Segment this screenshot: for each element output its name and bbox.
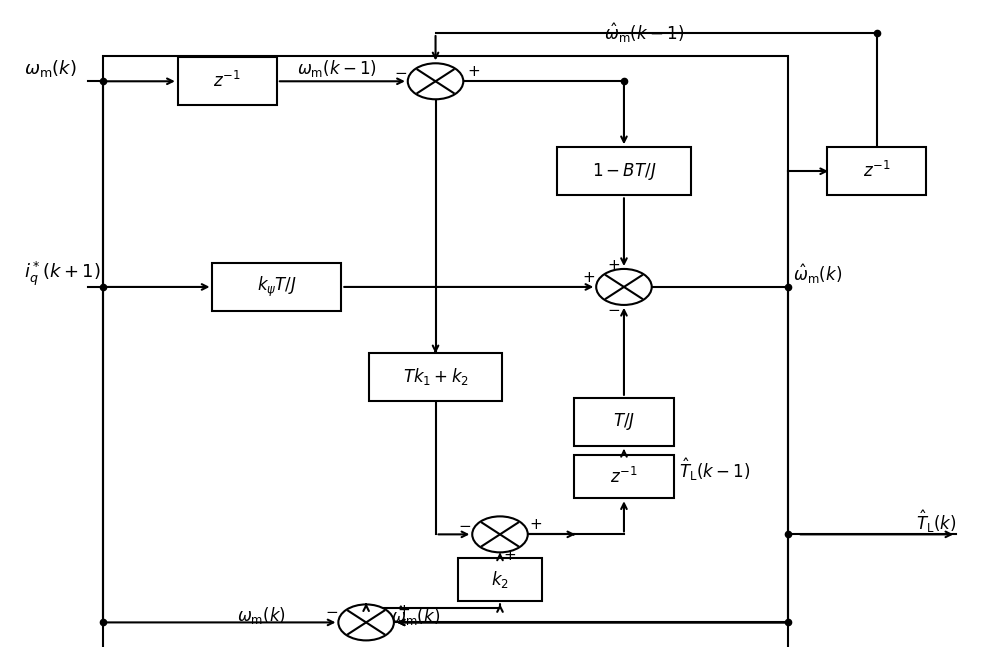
Circle shape [408,63,463,100]
Circle shape [596,269,652,305]
Circle shape [472,516,528,552]
Bar [458,557,542,602]
Bar [557,147,691,195]
Text: $-$: $-$ [325,603,338,618]
Text: $k_2$: $k_2$ [491,569,509,590]
Circle shape [338,604,394,641]
Text: $\hat{\omega}_{\mathrm{m}}(k-1)$: $\hat{\omega}_{\mathrm{m}}(k-1)$ [604,21,684,45]
Text: $+$: $+$ [467,64,480,79]
Bar [178,57,277,105]
Text: $+$: $+$ [582,270,595,284]
Text: $+$: $+$ [529,518,542,533]
Text: $-$: $-$ [394,64,407,79]
Text: $T/J$: $T/J$ [613,411,635,432]
Text: $+$: $+$ [503,548,516,563]
Text: $Tk_1+k_2$: $Tk_1+k_2$ [403,367,469,387]
Bar [369,353,502,401]
Text: $-$: $-$ [607,301,621,316]
Text: $z^{-1}$: $z^{-1}$ [213,71,241,91]
Text: $\hat{T}_{\mathrm{L}}(k-1)$: $\hat{T}_{\mathrm{L}}(k-1)$ [679,457,750,484]
Bar [574,398,674,446]
Text: $\hat{T}_{\mathrm{L}}(k)$: $\hat{T}_{\mathrm{L}}(k)$ [916,508,957,535]
Bar [827,147,926,195]
Bar [103,55,788,651]
Text: $\omega_{\mathrm{m}}(k)$: $\omega_{\mathrm{m}}(k)$ [237,605,286,626]
Bar [574,454,674,499]
Text: $1-BT/J$: $1-BT/J$ [592,161,656,182]
Text: $-$: $-$ [458,518,471,533]
Text: $\omega_{\mathrm{m}}(k-1)$: $\omega_{\mathrm{m}}(k-1)$ [297,58,377,79]
Text: $+$: $+$ [397,603,410,618]
Text: $\hat{\omega}_{\mathrm{m}}(k)$: $\hat{\omega}_{\mathrm{m}}(k)$ [391,604,440,628]
Text: $i_q^*(k+1)$: $i_q^*(k+1)$ [24,260,101,288]
Text: $z^{-1}$: $z^{-1}$ [863,161,891,182]
Text: $\omega_{\mathrm{m}}(k)$: $\omega_{\mathrm{m}}(k)$ [24,58,77,79]
Text: $+$: $+$ [607,258,621,273]
Bar [212,263,341,311]
Text: $z^{-1}$: $z^{-1}$ [610,467,638,486]
Text: $\hat{\omega}_{\mathrm{m}}(k)$: $\hat{\omega}_{\mathrm{m}}(k)$ [793,262,842,286]
Text: $k_{\psi}T/J$: $k_{\psi}T/J$ [257,275,297,299]
